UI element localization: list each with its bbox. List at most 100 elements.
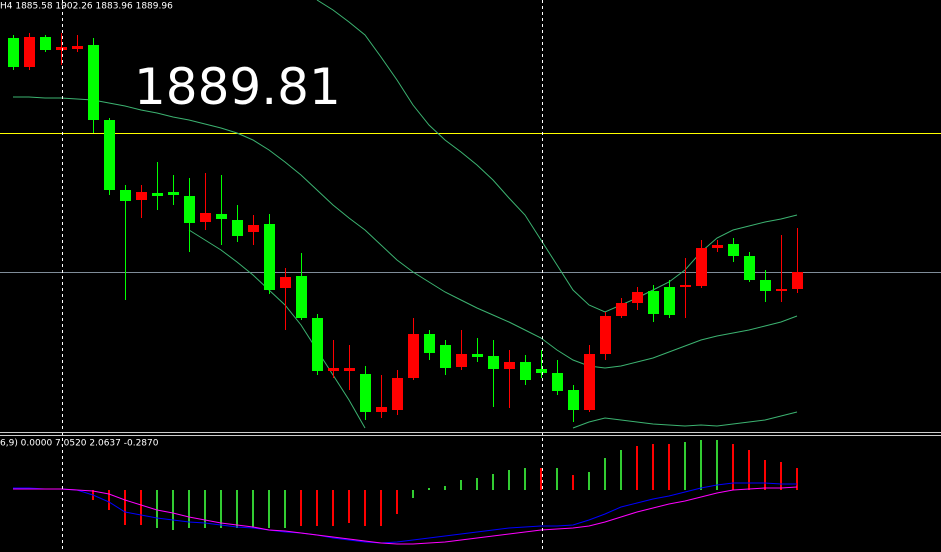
histogram-bar <box>716 440 718 490</box>
macd-header: 6,9) 0.0000 7.0520 2.0637 -0.2870 <box>0 439 159 449</box>
candle-body <box>728 244 739 256</box>
candle-body <box>280 277 291 288</box>
histogram-bar <box>348 490 350 523</box>
candle-body <box>520 362 531 380</box>
candle-body <box>88 45 99 120</box>
candle-body <box>552 373 563 391</box>
histogram-bar <box>396 490 398 514</box>
histogram-bar <box>604 458 606 490</box>
candle-body <box>184 196 195 223</box>
candle-body <box>632 292 643 303</box>
histogram-bar <box>156 490 158 528</box>
candle-body <box>712 245 723 248</box>
ohlc-header: H4 1885.58 1902.26 1883.96 1889.96 <box>0 2 173 12</box>
candle-body <box>792 272 803 289</box>
candle-body <box>344 368 355 371</box>
candle-body <box>392 378 403 410</box>
candle-body <box>200 213 211 222</box>
candle-body <box>248 225 259 232</box>
candle-body <box>296 276 307 318</box>
candle-body <box>152 193 163 196</box>
histogram-bar <box>364 490 366 526</box>
candle-body <box>472 354 483 357</box>
candle-body <box>600 316 611 354</box>
histogram-bar <box>684 442 686 490</box>
histogram-bar <box>476 478 478 490</box>
histogram-bar <box>524 468 526 490</box>
histogram-bar <box>380 490 382 526</box>
candle-body <box>408 334 419 378</box>
candle-body <box>120 190 131 201</box>
candle-body <box>24 37 35 67</box>
price-annotation: 1889.81 <box>134 58 341 116</box>
histogram-bar <box>332 490 334 526</box>
histogram-bar <box>412 490 414 498</box>
histogram-bar <box>764 460 766 490</box>
histogram-bar <box>300 490 302 526</box>
candle-body <box>376 407 387 412</box>
candle-body <box>8 38 19 67</box>
candle-body <box>776 289 787 291</box>
candle-body <box>536 369 547 373</box>
histogram-bar <box>124 490 126 525</box>
price-pane <box>0 0 941 429</box>
candle-body <box>440 345 451 368</box>
histogram-bar <box>508 470 510 490</box>
histogram-bar <box>732 444 734 490</box>
candle-body <box>40 37 51 50</box>
candle-body <box>232 220 243 236</box>
histogram-bar <box>252 490 254 528</box>
candle-body <box>104 120 115 190</box>
indicator-line <box>13 486 798 545</box>
candle-body <box>616 303 627 316</box>
candle-body <box>568 390 579 410</box>
candle-body <box>216 214 227 219</box>
histogram-bar <box>668 444 670 490</box>
indicator-line <box>316 0 798 313</box>
candle-body <box>328 368 339 371</box>
candle-body <box>488 356 499 369</box>
histogram-bar <box>236 490 238 528</box>
candle-body <box>584 354 595 410</box>
histogram-bar <box>220 490 222 528</box>
histogram-bar <box>556 468 558 490</box>
candle-body <box>312 318 323 371</box>
histogram-bar <box>188 490 190 528</box>
histogram-bar <box>140 490 142 525</box>
candle-body <box>456 354 467 367</box>
candle-body <box>168 192 179 195</box>
candle-body <box>72 46 83 49</box>
histogram-bar <box>172 490 174 530</box>
candle-body <box>744 256 755 280</box>
macd-pane <box>13 440 798 545</box>
histogram-bar <box>780 462 782 490</box>
histogram-bar <box>316 490 318 526</box>
histogram-bar <box>204 490 206 528</box>
histogram-bar <box>588 472 590 490</box>
histogram-bar <box>572 475 574 490</box>
histogram-bar <box>540 468 542 490</box>
histogram-bar <box>748 450 750 490</box>
histogram-bar <box>460 480 462 490</box>
histogram-bar <box>652 444 654 490</box>
candle-body <box>696 248 707 286</box>
histogram-bar <box>268 490 270 528</box>
candle-body <box>680 285 691 287</box>
histogram-bar <box>700 440 702 490</box>
candle-body <box>264 224 275 290</box>
histogram-bar <box>108 490 110 510</box>
candle-body <box>760 280 771 291</box>
candle-body <box>424 334 435 353</box>
candle-body <box>56 47 67 50</box>
candle-body <box>664 287 675 315</box>
histogram-bar <box>428 488 430 490</box>
indicator-line <box>13 96 798 369</box>
histogram-bar <box>636 446 638 490</box>
candle-body <box>360 374 371 412</box>
candle-body <box>648 291 659 314</box>
candle-body <box>504 362 515 369</box>
histogram-bar <box>444 486 446 490</box>
